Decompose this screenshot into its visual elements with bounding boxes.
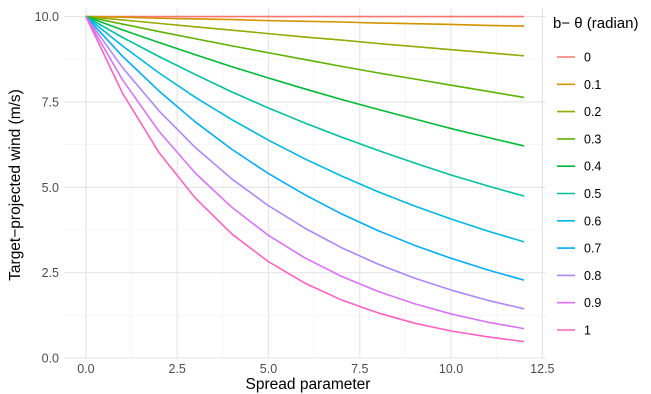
x-axis-label: Spread parameter <box>246 376 371 393</box>
series-lines <box>85 15 525 343</box>
legend: b− θ (radian) 0 0.1 0.2 0.3 0.4 0.5 0.6 0.7 0.8 0… <box>553 15 638 338</box>
legend-item: 0.7 <box>557 242 601 256</box>
series-line-0.9 <box>85 16 525 330</box>
series-line-0.6 <box>85 15 525 243</box>
legend-item: 0.8 <box>557 269 601 283</box>
y-axis-label: Target−projected wind (m/s) <box>7 89 24 281</box>
x-tick-label: 12.5 <box>530 362 554 376</box>
legend-item: 0.1 <box>557 78 601 92</box>
x-tick-label: 10.0 <box>439 362 463 376</box>
legend-item: 0 <box>557 51 591 65</box>
legend-item: 0.4 <box>557 160 601 174</box>
x-tick-label: 2.5 <box>169 362 186 376</box>
legend-label: 0.7 <box>584 242 601 256</box>
legend-label: 0.6 <box>584 214 601 228</box>
legend-title: b− θ (radian) <box>553 15 638 32</box>
legend-label: 0.8 <box>584 269 601 283</box>
series-line-0.2 <box>85 15 525 57</box>
legend-label: 0.1 <box>584 78 601 92</box>
x-tick-label: 5.0 <box>260 362 277 376</box>
legend-item: 1 <box>557 324 591 338</box>
series-line-0.8 <box>85 16 525 310</box>
legend-item: 0.5 <box>557 187 601 201</box>
x-tick-label: 7.5 <box>351 362 368 376</box>
y-tick-label: 7.5 <box>42 95 59 109</box>
series-line-0.5 <box>85 15 525 197</box>
x-tick-label: 0.0 <box>77 362 94 376</box>
y-tick-label: 0.0 <box>42 352 59 366</box>
legend-label: 0.9 <box>584 296 601 310</box>
legend-label: 0 <box>584 51 591 65</box>
legend-label: 0.4 <box>584 160 601 174</box>
series-line-0.4 <box>85 15 525 147</box>
legend-item: 0.9 <box>557 296 601 310</box>
series-line-0.1 <box>85 15 525 27</box>
legend-label: 0.5 <box>584 187 601 201</box>
y-tick-label: 10.0 <box>35 10 59 24</box>
series-line-0.3 <box>85 15 525 99</box>
x-axis-ticks: 0.0 2.5 5.0 7.5 10.0 12.5 <box>77 362 554 376</box>
legend-item: 0.6 <box>557 214 601 228</box>
y-tick-label: 5.0 <box>42 181 59 195</box>
legend-label: 0.2 <box>584 105 601 119</box>
y-axis-ticks: 0.0 2.5 5.0 7.5 10.0 <box>35 10 59 365</box>
series-line-0.7 <box>85 15 525 281</box>
legend-label: 0.3 <box>584 132 601 146</box>
grid <box>64 8 546 359</box>
legend-item: 0.2 <box>557 105 601 119</box>
series-line-1 <box>85 16 525 343</box>
legend-label: 1 <box>584 324 591 338</box>
y-tick-label: 2.5 <box>42 266 59 280</box>
legend-item: 0.3 <box>557 132 601 146</box>
